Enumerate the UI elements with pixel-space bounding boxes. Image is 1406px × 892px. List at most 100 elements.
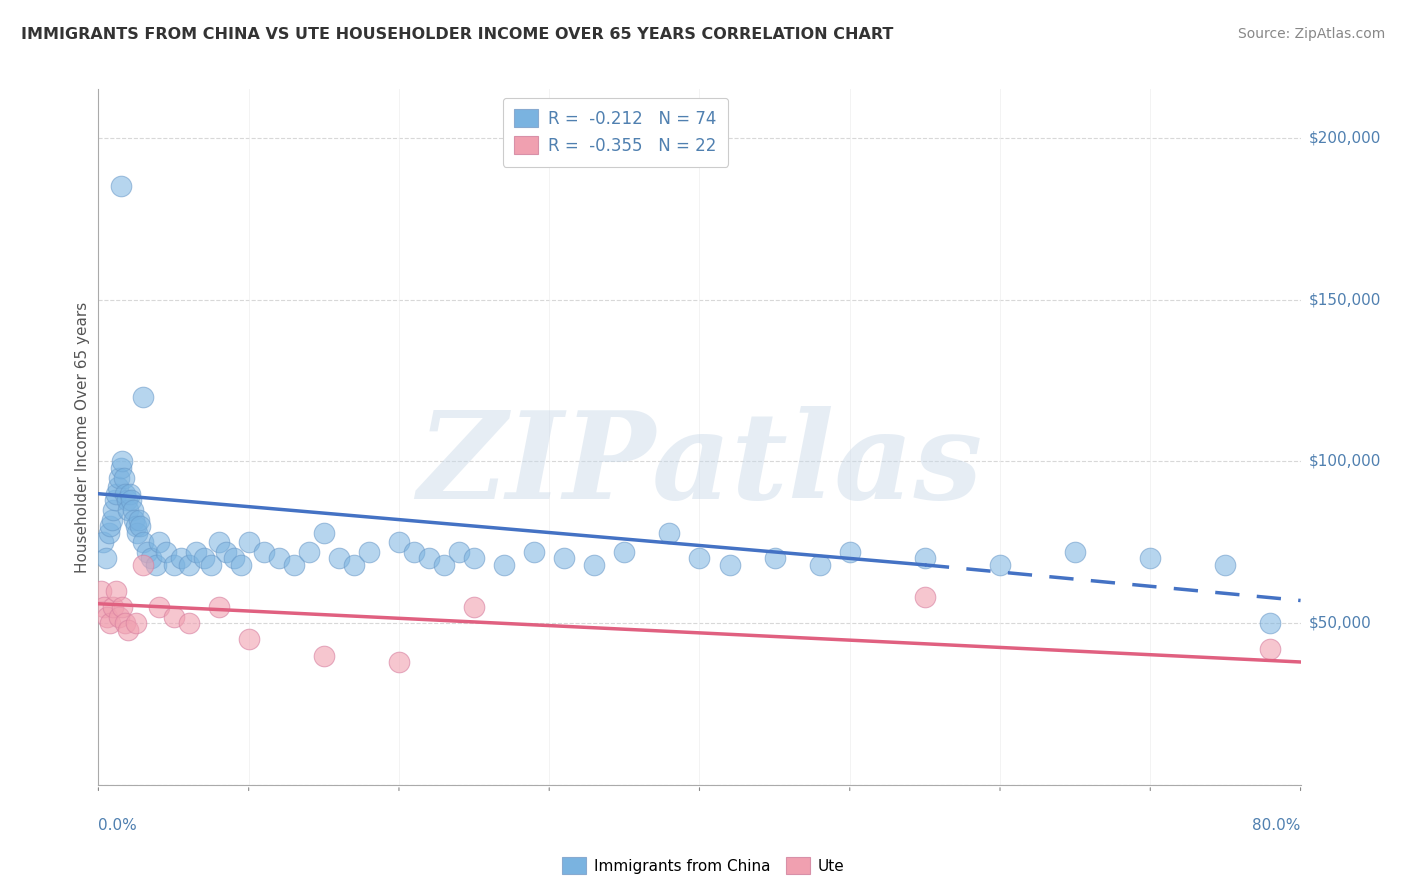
Legend: R =  -0.212   N = 74, R =  -0.355   N = 22: R = -0.212 N = 74, R = -0.355 N = 22	[503, 97, 728, 167]
Point	[132, 535, 155, 549]
Point	[148, 599, 170, 614]
Point	[523, 545, 546, 559]
Point	[200, 558, 222, 572]
Text: $150,000: $150,000	[1309, 292, 1381, 307]
Point	[988, 558, 1011, 572]
Point	[613, 545, 636, 559]
Point	[253, 545, 276, 559]
Point	[100, 519, 122, 533]
Point	[463, 551, 485, 566]
Point	[238, 632, 260, 647]
Point	[763, 551, 786, 566]
Point	[117, 623, 139, 637]
Point	[177, 616, 200, 631]
Point	[494, 558, 516, 572]
Point	[129, 519, 152, 533]
Point	[96, 609, 118, 624]
Point	[135, 545, 157, 559]
Point	[127, 525, 149, 540]
Y-axis label: Householder Income Over 65 years: Householder Income Over 65 years	[75, 301, 90, 573]
Point	[121, 493, 143, 508]
Point	[107, 480, 129, 494]
Point	[145, 558, 167, 572]
Point	[463, 599, 485, 614]
Point	[93, 599, 115, 614]
Point	[94, 551, 117, 566]
Text: $200,000: $200,000	[1309, 130, 1381, 145]
Point	[100, 616, 122, 631]
Point	[402, 545, 425, 559]
Point	[111, 454, 134, 468]
Point	[658, 525, 681, 540]
Point	[914, 551, 936, 566]
Point	[208, 535, 231, 549]
Point	[231, 558, 253, 572]
Point	[103, 503, 125, 517]
Text: $100,000: $100,000	[1309, 454, 1381, 469]
Point	[238, 535, 260, 549]
Point	[125, 616, 148, 631]
Point	[688, 551, 710, 566]
Point	[1064, 545, 1087, 559]
Point	[343, 558, 366, 572]
Point	[914, 591, 936, 605]
Point	[553, 551, 575, 566]
Point	[193, 551, 215, 566]
Point	[90, 583, 112, 598]
Point	[108, 470, 131, 484]
Point	[117, 503, 139, 517]
Text: 80.0%: 80.0%	[1253, 818, 1301, 832]
Point	[162, 609, 184, 624]
Point	[388, 535, 411, 549]
Point	[118, 486, 141, 500]
Point	[111, 599, 134, 614]
Point	[312, 525, 335, 540]
Point	[583, 558, 606, 572]
Legend: Immigrants from China, Ute: Immigrants from China, Ute	[555, 851, 851, 880]
Point	[105, 486, 128, 500]
Point	[283, 558, 305, 572]
Point	[97, 525, 120, 540]
Point	[357, 545, 380, 559]
Point	[128, 513, 150, 527]
Point	[328, 551, 350, 566]
Point	[1215, 558, 1237, 572]
Point	[112, 470, 135, 484]
Text: 0.0%: 0.0%	[98, 818, 138, 832]
Point	[208, 599, 231, 614]
Point	[115, 493, 138, 508]
Point	[312, 648, 335, 663]
Point	[104, 493, 127, 508]
Point	[1139, 551, 1161, 566]
Point	[155, 545, 177, 559]
Point	[267, 551, 290, 566]
Point	[298, 545, 321, 559]
Point	[1260, 642, 1282, 657]
Point	[808, 558, 831, 572]
Point	[132, 558, 155, 572]
Text: $50,000: $50,000	[1309, 615, 1372, 631]
Text: ZIPatlas: ZIPatlas	[416, 406, 983, 524]
Point	[110, 460, 132, 475]
Point	[447, 545, 470, 559]
Point	[838, 545, 860, 559]
Point	[122, 503, 145, 517]
Text: IMMIGRANTS FROM CHINA VS UTE HOUSEHOLDER INCOME OVER 65 YEARS CORRELATION CHART: IMMIGRANTS FROM CHINA VS UTE HOUSEHOLDER…	[21, 27, 893, 42]
Point	[132, 390, 155, 404]
Point	[91, 535, 114, 549]
Text: Source: ZipAtlas.com: Source: ZipAtlas.com	[1237, 27, 1385, 41]
Point	[222, 551, 245, 566]
Point	[718, 558, 741, 572]
Point	[139, 551, 162, 566]
Point	[177, 558, 200, 572]
Point	[433, 558, 456, 572]
Point	[101, 513, 124, 527]
Point	[388, 655, 411, 669]
Point	[108, 609, 131, 624]
Point	[114, 616, 136, 631]
Point	[184, 545, 207, 559]
Point	[1260, 616, 1282, 631]
Point	[124, 513, 146, 527]
Point	[170, 551, 193, 566]
Point	[125, 519, 148, 533]
